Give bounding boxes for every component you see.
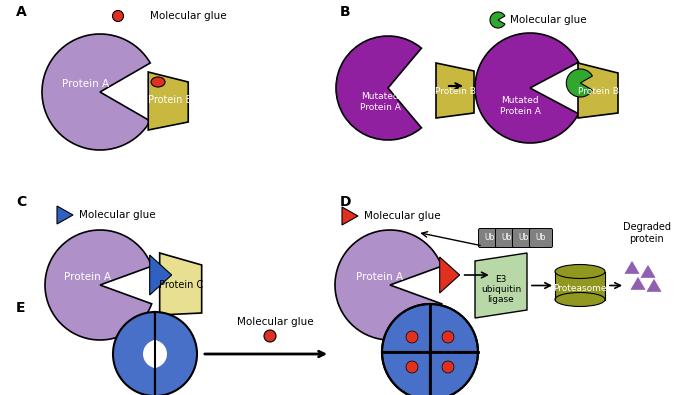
Wedge shape xyxy=(113,312,155,395)
Text: Protein C: Protein C xyxy=(159,280,202,290)
Text: Protein A: Protein A xyxy=(356,272,404,282)
Text: E3
ubiquitin
ligase: E3 ubiquitin ligase xyxy=(481,275,521,305)
Wedge shape xyxy=(475,33,578,143)
Text: Mutated
Protein A: Mutated Protein A xyxy=(500,96,541,116)
Wedge shape xyxy=(143,340,157,368)
Text: C: C xyxy=(16,195,26,209)
Polygon shape xyxy=(148,72,188,130)
Text: Ub: Ub xyxy=(485,233,495,243)
Ellipse shape xyxy=(151,77,165,87)
Wedge shape xyxy=(42,34,151,150)
Circle shape xyxy=(264,330,276,342)
FancyBboxPatch shape xyxy=(479,228,502,248)
Text: Protein B: Protein B xyxy=(148,95,192,105)
Circle shape xyxy=(442,331,454,343)
Wedge shape xyxy=(335,230,441,340)
Text: Molecular glue: Molecular glue xyxy=(510,15,587,25)
Text: Protein A: Protein A xyxy=(62,79,109,89)
Polygon shape xyxy=(475,253,527,318)
Polygon shape xyxy=(57,206,73,224)
Wedge shape xyxy=(382,304,430,352)
Text: Protein B: Protein B xyxy=(435,87,475,96)
Text: Proteasome: Proteasome xyxy=(554,284,607,293)
Polygon shape xyxy=(647,280,661,292)
FancyBboxPatch shape xyxy=(529,228,553,248)
Wedge shape xyxy=(382,352,430,395)
Polygon shape xyxy=(625,261,639,273)
Ellipse shape xyxy=(555,293,605,307)
Text: A: A xyxy=(16,5,27,19)
Text: Ub: Ub xyxy=(519,233,529,243)
Polygon shape xyxy=(631,278,645,290)
Bar xyxy=(555,271,605,299)
FancyBboxPatch shape xyxy=(512,228,535,248)
Polygon shape xyxy=(150,255,171,295)
Polygon shape xyxy=(641,265,655,278)
Polygon shape xyxy=(439,257,460,293)
Wedge shape xyxy=(45,230,152,340)
Text: Molecular glue: Molecular glue xyxy=(150,11,227,21)
Polygon shape xyxy=(160,253,202,315)
Text: Molecular glue: Molecular glue xyxy=(237,317,313,327)
Ellipse shape xyxy=(555,265,605,278)
Text: D: D xyxy=(340,195,352,209)
Text: Protein A: Protein A xyxy=(64,272,111,282)
Polygon shape xyxy=(342,207,358,225)
Text: Ub: Ub xyxy=(502,233,512,243)
Text: Degraded
protein: Degraded protein xyxy=(623,222,671,244)
Text: Molecular glue: Molecular glue xyxy=(79,210,156,220)
Text: E: E xyxy=(16,301,26,315)
Text: Ub: Ub xyxy=(536,233,546,243)
Wedge shape xyxy=(430,304,478,352)
Wedge shape xyxy=(430,352,478,395)
Text: Mutated
Protein A: Mutated Protein A xyxy=(360,92,400,112)
Text: Molecular glue: Molecular glue xyxy=(364,211,441,221)
Wedge shape xyxy=(490,12,505,28)
Polygon shape xyxy=(436,63,474,118)
Polygon shape xyxy=(578,63,618,118)
Wedge shape xyxy=(155,312,197,395)
Circle shape xyxy=(406,361,418,373)
Wedge shape xyxy=(566,69,593,97)
FancyBboxPatch shape xyxy=(495,228,518,248)
Circle shape xyxy=(442,361,454,373)
Wedge shape xyxy=(153,340,167,368)
Circle shape xyxy=(113,11,124,21)
Wedge shape xyxy=(336,36,421,140)
Circle shape xyxy=(406,331,418,343)
Text: Protein B: Protein B xyxy=(578,87,618,96)
Text: B: B xyxy=(340,5,350,19)
